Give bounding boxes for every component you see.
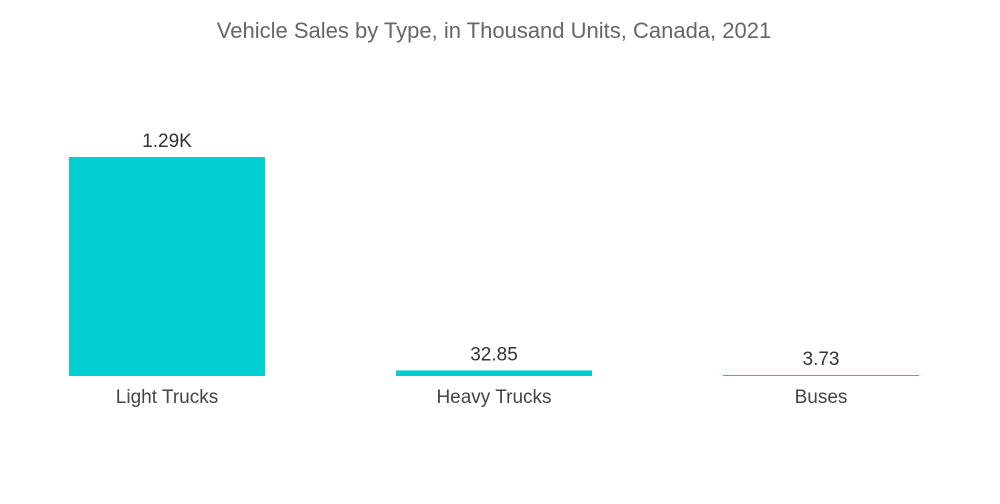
chart-title: Vehicle Sales by Type, in Thousand Units… xyxy=(217,18,771,43)
x-tick-label-light-trucks: Light Trucks xyxy=(116,387,218,408)
bar-buses xyxy=(723,375,919,376)
x-axis-tick-labels: Light Trucks Heavy Trucks Buses xyxy=(116,387,848,408)
bar-light-trucks xyxy=(69,157,265,376)
data-label-buses: 3.73 xyxy=(803,349,840,370)
x-tick-label-buses: Buses xyxy=(795,387,848,408)
bar-heavy-trucks xyxy=(396,370,592,376)
bars-layer xyxy=(69,157,919,376)
data-label-heavy-trucks: 32.85 xyxy=(470,344,518,365)
data-labels-layer: 1.29K 32.85 3.73 xyxy=(142,131,839,370)
x-tick-label-heavy-trucks: Heavy Trucks xyxy=(436,387,551,408)
data-label-light-trucks: 1.29K xyxy=(142,131,192,152)
